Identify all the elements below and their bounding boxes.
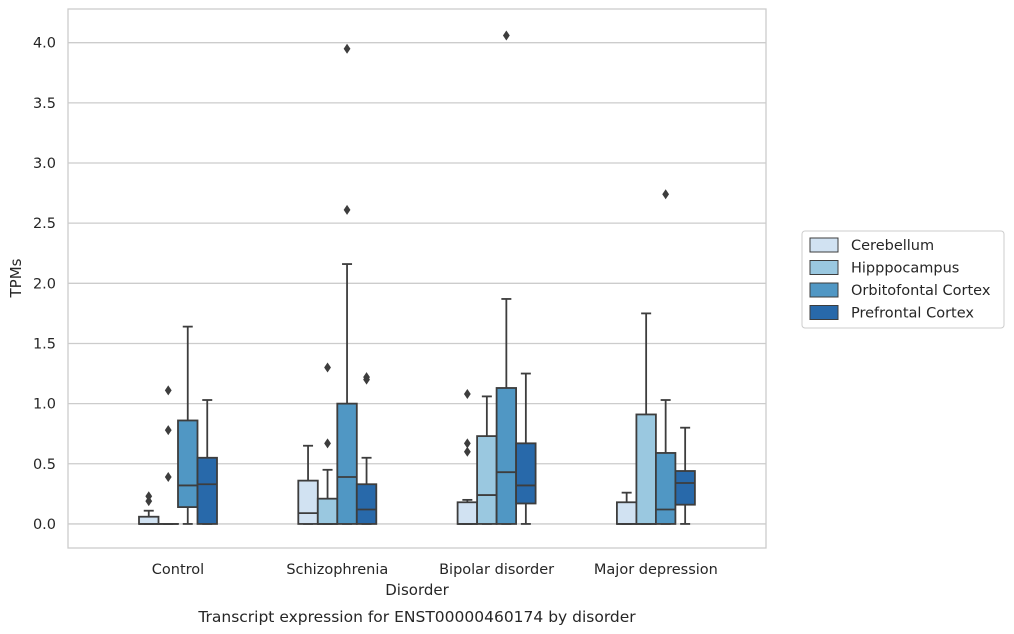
box-prefrontal-cortex xyxy=(355,372,378,525)
y-axis-label: TPMs xyxy=(7,258,25,298)
box-iqr xyxy=(336,402,358,525)
box-prefrontal-cortex xyxy=(674,426,696,525)
box-cerebellum xyxy=(616,491,638,525)
y-tick-labels: 0.0 0.5 1.0 1.5 2.0 2.5 3.0 3.5 4.0 xyxy=(33,36,56,533)
y-tick-label: 4.0 xyxy=(33,36,56,52)
outlier-point xyxy=(145,491,153,502)
box-hipppocampus xyxy=(476,395,498,525)
y-tick-label: 3.0 xyxy=(33,156,56,172)
outlier-point xyxy=(324,438,331,449)
box-orbitofontal-cortex xyxy=(336,43,358,525)
x-tick-label: Schizophrenia xyxy=(286,562,388,578)
y-tick-label: 2.5 xyxy=(33,216,56,232)
y-tick-label: 1.0 xyxy=(33,397,56,413)
y-tick-label: 0.5 xyxy=(33,457,56,473)
box-iqr xyxy=(476,435,498,525)
box-orbitofontal-cortex xyxy=(177,325,199,525)
legend-swatch xyxy=(809,237,839,253)
box-hipppocampus xyxy=(316,362,339,525)
plot-area-frame xyxy=(67,8,767,549)
gridlines xyxy=(68,42,766,525)
legend-swatch xyxy=(809,260,839,275)
outlier-point xyxy=(463,438,471,449)
box-hipppocampus xyxy=(157,385,179,525)
box-iqr xyxy=(635,413,657,525)
box-iqr xyxy=(316,497,339,525)
outlier-point xyxy=(363,372,370,383)
x-axis-label: Disorder xyxy=(385,581,449,599)
outlier-point xyxy=(324,362,331,373)
box-hipppocampus xyxy=(635,312,657,525)
outlier-point xyxy=(662,189,670,200)
box-cerebellum xyxy=(456,389,479,525)
box-iqr xyxy=(177,419,199,508)
box-iqr xyxy=(196,456,218,525)
box-iqr xyxy=(138,515,160,525)
legend-label: Cerebellum xyxy=(851,238,934,254)
box-iqr xyxy=(515,442,537,505)
chart-caption: Transcript expression for ENST0000046017… xyxy=(197,608,636,626)
box-iqr xyxy=(674,470,696,506)
box-orbitofontal-cortex xyxy=(495,30,518,525)
legend-frame xyxy=(801,230,1005,329)
box-cerebellum xyxy=(138,491,160,525)
box-iqr xyxy=(297,479,319,525)
box-iqr xyxy=(655,452,677,525)
box-iqr xyxy=(495,387,518,525)
outlier-point xyxy=(343,204,351,215)
box-plots xyxy=(138,30,696,525)
box-iqr xyxy=(616,501,638,525)
outlier-point xyxy=(502,30,510,41)
outlier-point xyxy=(164,425,172,436)
outlier-point xyxy=(164,385,172,396)
outlier-point xyxy=(463,446,471,457)
outlier-point xyxy=(463,389,471,399)
x-tick-label: Major depression xyxy=(594,562,718,578)
legend: Cerebellum Hipppocampus Orbitofontal Corte… xyxy=(801,230,1005,329)
box-prefrontal-cortex xyxy=(515,372,537,525)
legend-label: Prefrontal Cortex xyxy=(851,306,974,322)
outlier-point xyxy=(343,43,351,54)
box-iqr xyxy=(456,501,479,525)
legend-swatch xyxy=(809,282,839,298)
y-tick-label: 2.0 xyxy=(33,276,56,292)
box-cerebellum xyxy=(297,444,319,525)
x-tick-label: Control xyxy=(152,562,204,578)
box-prefrontal-cortex xyxy=(196,399,218,525)
y-tick-label: 0.0 xyxy=(33,517,56,533)
x-tick-labels: Control Schizophrenia Bipolar disorder Majo… xyxy=(152,562,718,578)
x-tick-label: Bipolar disorder xyxy=(439,562,554,578)
legend-label: Hipppocampus xyxy=(851,261,959,277)
y-tick-label: 3.5 xyxy=(33,96,56,112)
outlier-point xyxy=(164,472,172,483)
legend-label: Orbitofontal Cortex xyxy=(851,283,991,299)
y-tick-label: 1.5 xyxy=(33,336,56,352)
legend-swatch xyxy=(809,305,839,320)
box-iqr xyxy=(355,483,378,525)
box-orbitofontal-cortex xyxy=(655,189,677,525)
